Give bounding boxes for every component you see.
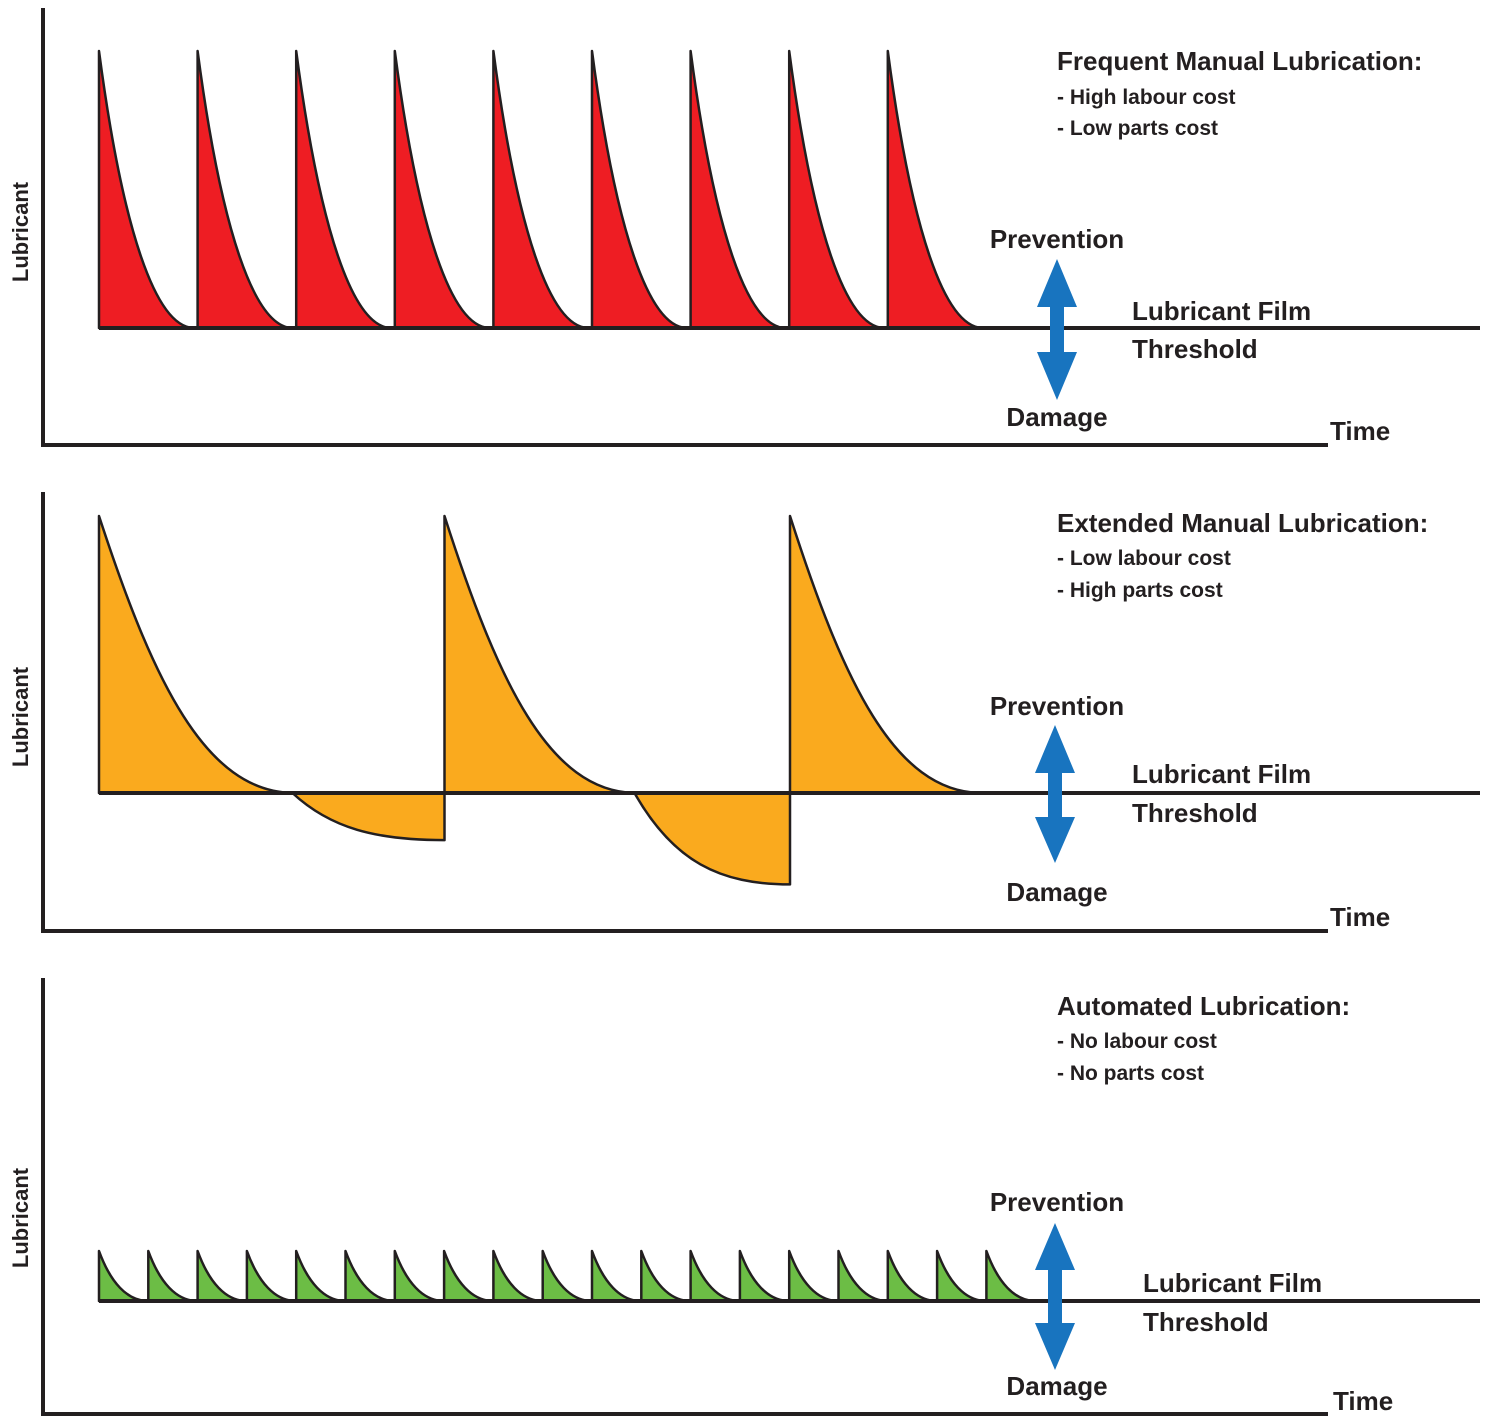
lubrication-pulse [886,49,984,330]
pulse-series-automated [97,1249,1035,1303]
damage-label-automated: Damage [1006,1371,1107,1401]
y-axis-label-automated: Lubricant [8,1167,33,1268]
lubrication-pulse [97,1249,148,1303]
double-headed-arrow-icon [1035,1223,1075,1370]
lubrication-pulse [640,1249,690,1303]
lubrication-pulse [590,1249,641,1303]
threshold-label-line2-automated: Threshold [1143,1307,1269,1337]
panel-extended: Lubricant Time Extended Manual Lubricati… [8,492,1480,933]
lubrication-pulse [935,1249,986,1303]
x-axis-label-frequent: Time [1330,416,1390,446]
lubrication-pulse [492,1249,542,1303]
lubrication-pulse [492,49,590,330]
lubrication-pulse [294,49,393,330]
lubrication-pulse [787,1249,838,1303]
lubrication-pulse [97,514,446,842]
y-axis-label-frequent: Lubricant [8,181,33,282]
x-axis-label-automated: Time [1333,1386,1393,1416]
lubrication-pulse [344,1249,395,1303]
panel-automated: Lubricant Time Automated Lubrication: - … [8,978,1480,1416]
lubrication-pulse [196,49,294,330]
lubrication-pulse [393,49,491,330]
lubrication-pulse [689,1249,740,1303]
lubrication-pulse [689,49,787,330]
damage-label-extended: Damage [1006,877,1107,907]
bullet-labour-frequent: - High labour cost [1057,86,1236,109]
lubrication-pulse [886,1249,937,1303]
lubrication-pulse [442,1249,493,1303]
panel-frequent: Lubricant Time Frequent Manual Lubricati… [8,8,1480,447]
y-axis-label-extended: Lubricant [8,666,33,767]
prevention-label-extended: Prevention [990,691,1124,721]
panel-title-extended: Extended Manual Lubrication: [1057,508,1428,538]
lubrication-pulse [788,514,982,795]
panel-title-automated: Automated Lubrication: [1057,991,1350,1021]
lubrication-pulse [294,1249,345,1303]
lubrication-pulse [443,514,792,886]
threshold-label-line1-automated: Lubricant Film [1143,1268,1322,1298]
bullet-parts-extended: - High parts cost [1057,579,1223,602]
pulse-series-frequent [97,49,984,330]
lubrication-pulse [147,1249,197,1303]
panel-title-frequent: Frequent Manual Lubrication: [1057,46,1422,76]
lubrication-pulse [590,49,688,330]
bullet-labour-automated: - No labour cost [1057,1030,1217,1053]
lubrication-pulse [738,1249,789,1303]
lubrication-pulse [837,1249,888,1303]
damage-label-frequent: Damage [1006,402,1107,432]
threshold-label-line2-frequent: Threshold [1132,334,1258,364]
bullet-parts-automated: - No parts cost [1057,1062,1204,1085]
lubrication-pulse [541,1249,592,1303]
double-headed-arrow-icon [1035,725,1075,863]
lubrication-pulse [245,1249,296,1303]
double-headed-arrow-icon [1037,259,1077,400]
threshold-label-line1-extended: Lubricant Film [1132,759,1311,789]
lubrication-pulse [985,1249,1035,1303]
pulse-series-extended [97,514,982,886]
bullet-parts-frequent: - Low parts cost [1057,117,1218,140]
lubrication-pulse [97,49,195,330]
threshold-label-line2-extended: Threshold [1132,798,1258,828]
prevention-label-automated: Prevention [990,1187,1124,1217]
lubrication-pulse [393,1249,444,1303]
bullet-labour-extended: - Low labour cost [1057,547,1231,570]
lubrication-pulse [196,1249,247,1303]
lubrication-pulse [787,49,886,330]
prevention-label-frequent: Prevention [990,224,1124,254]
x-axis-label-extended: Time [1330,902,1390,932]
threshold-label-line1-frequent: Lubricant Film [1132,296,1311,326]
